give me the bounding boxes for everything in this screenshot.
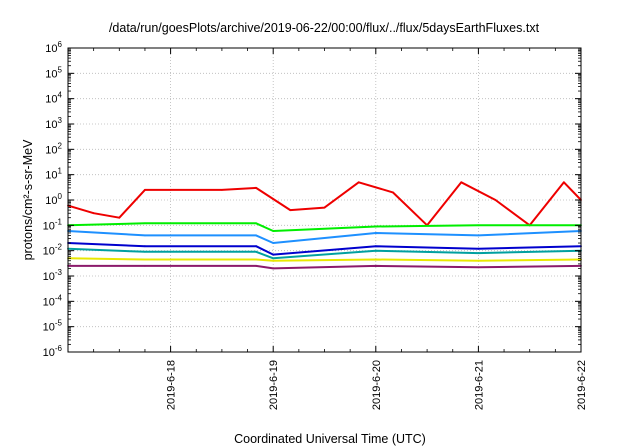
y-tick-label: 10-6 xyxy=(43,344,63,359)
y-tick-label: 10-2 xyxy=(43,243,63,258)
y-tick-label: 100 xyxy=(45,192,62,207)
x-tick-label: 2019-6-18 xyxy=(166,360,178,410)
series-line xyxy=(67,181,582,227)
series-point xyxy=(144,222,146,225)
series-point xyxy=(357,181,360,184)
series-point xyxy=(374,232,377,234)
y-tick-label: 10-1 xyxy=(43,217,63,232)
series-point xyxy=(255,250,257,253)
series-point xyxy=(169,189,172,191)
y-tick-label: 105 xyxy=(45,65,62,80)
series-point xyxy=(494,199,497,201)
x-ticks: 2019-6-18 2019-6-19 2019-6-20 2019-6-21 2019… xyxy=(93,48,588,410)
series-point xyxy=(477,252,480,255)
y-tick-label: 102 xyxy=(45,141,62,156)
series-point xyxy=(272,267,275,270)
series-point xyxy=(144,245,146,248)
y-tick-label: 104 xyxy=(45,91,62,106)
series-point xyxy=(374,225,377,228)
x-tick-label: 2019-6-21 xyxy=(473,360,485,410)
series-point xyxy=(392,191,394,194)
series-point xyxy=(272,242,275,244)
y-tick-label: 101 xyxy=(45,167,62,182)
y-axis-label: protons/cm²-s-sr-MeV xyxy=(21,139,35,261)
series-point xyxy=(255,245,257,248)
series-point xyxy=(144,265,146,267)
series-point xyxy=(477,259,480,262)
series-point xyxy=(255,187,257,189)
y-tick-label: 106 xyxy=(45,40,62,55)
x-tick-label: 2019-6-19 xyxy=(268,360,280,410)
series-group xyxy=(67,181,582,270)
series-point xyxy=(255,265,257,267)
series-point xyxy=(477,247,480,250)
series-point xyxy=(477,266,480,269)
series-point xyxy=(255,258,257,261)
series-point xyxy=(255,234,257,237)
x-tick-label: 2019-6-20 xyxy=(371,360,383,410)
series-point xyxy=(272,230,275,232)
series-line xyxy=(67,222,581,232)
series-point xyxy=(323,206,326,209)
y-tick-label: 10-4 xyxy=(43,293,63,308)
y-tick-label: 10-5 xyxy=(43,319,63,334)
series-point xyxy=(144,250,146,253)
series-point xyxy=(92,212,95,215)
series-point xyxy=(144,189,146,191)
series-point xyxy=(144,234,146,237)
series-point xyxy=(272,259,275,262)
plot-frame xyxy=(67,47,582,353)
series-point xyxy=(374,258,377,261)
series-point xyxy=(289,209,292,212)
series-point xyxy=(563,181,565,184)
y-tick-label: 103 xyxy=(45,116,62,131)
series-line xyxy=(67,230,582,244)
series-point xyxy=(374,245,377,248)
series-point xyxy=(221,189,223,191)
chart-title: /data/run/goesPlots/archive/2019-06-22/0… xyxy=(109,21,540,35)
grid xyxy=(68,48,581,352)
series-point xyxy=(477,234,480,237)
series-point xyxy=(144,258,146,261)
y-ticks: 10-6 10-5 10-4 10-3 10-2 10-1 100 101 102 103 104 1… xyxy=(43,40,581,359)
x-tick-label: 2019-6-22 xyxy=(576,360,588,410)
series-point xyxy=(374,265,377,267)
series-point xyxy=(118,216,121,219)
y-tick-label: 10-3 xyxy=(43,268,63,283)
series-point xyxy=(272,257,275,260)
series-point xyxy=(460,181,463,184)
series-point xyxy=(272,253,275,256)
series-point xyxy=(477,224,480,227)
x-axis-label: Coordinated Universal Time (UTC) xyxy=(234,432,426,446)
series-point xyxy=(374,249,377,252)
series-point xyxy=(255,222,257,225)
